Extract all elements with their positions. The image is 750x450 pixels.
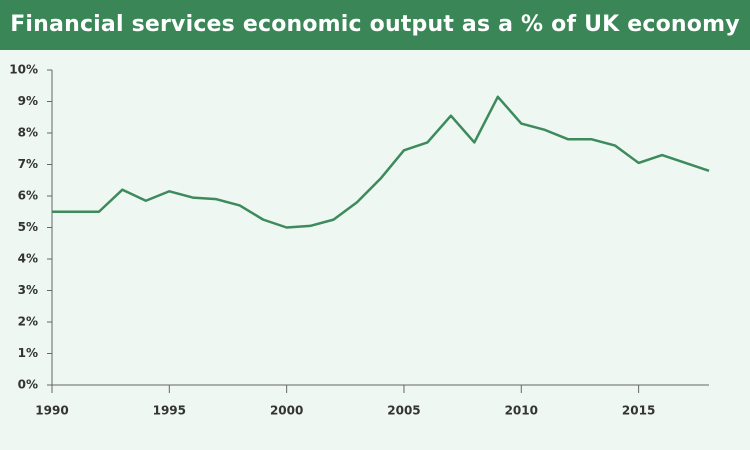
line bbox=[52, 95, 710, 229]
y-tick-label: 6% bbox=[18, 189, 38, 203]
y-tick-label: 0% bbox=[18, 378, 38, 392]
x-tick-label: 2015 bbox=[622, 404, 655, 418]
y-tick-label: 10% bbox=[9, 63, 38, 77]
y-tick-label: 9% bbox=[18, 94, 38, 108]
y-tick-label: 5% bbox=[18, 220, 38, 234]
x-tick-label: 1990 bbox=[35, 404, 68, 418]
x-tick-label: 2005 bbox=[387, 404, 420, 418]
x-tick-label: 1995 bbox=[153, 404, 186, 418]
y-tick-label: 8% bbox=[18, 126, 38, 140]
y-tick-label: 3% bbox=[18, 283, 38, 297]
x-tick-label: 2010 bbox=[505, 404, 538, 418]
chart-title: Financial services economic output as a … bbox=[10, 12, 740, 37]
y-tick-label: 7% bbox=[18, 157, 38, 171]
y-tick-label: 4% bbox=[18, 252, 38, 266]
title-bar bbox=[0, 0, 750, 50]
y-tick-label: 2% bbox=[18, 315, 38, 329]
x-tick-label: 2000 bbox=[270, 404, 303, 418]
y-tick-label: 1% bbox=[18, 346, 38, 360]
